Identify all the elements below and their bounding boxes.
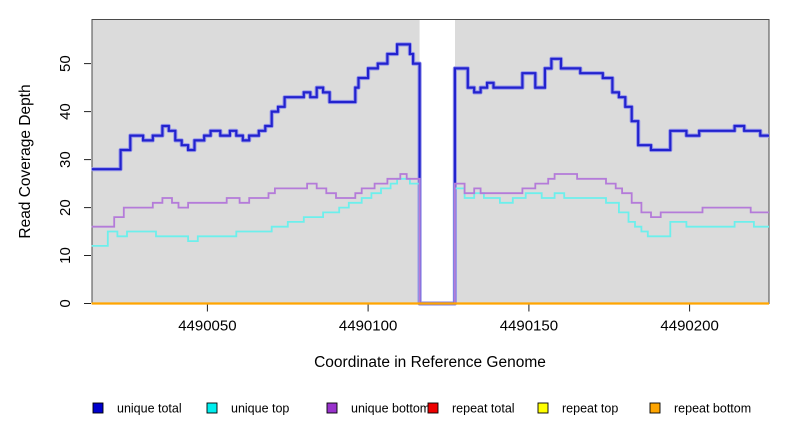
legend-swatch-unique-total [92, 402, 104, 414]
legend-label-repeat-total: repeat total [452, 402, 515, 416]
y-tick-label: 10 [57, 247, 74, 264]
y-axis-title: Read Coverage Depth [17, 84, 34, 238]
legend-swatch-repeat-bottom [649, 402, 661, 414]
y-tick-label: 0 [57, 299, 74, 307]
series-line-unique-bottom [91, 173, 769, 305]
gap-region [419, 19, 455, 304]
x-tick-label: 4490050 [178, 318, 236, 335]
legend-label-unique-top: unique top [231, 402, 289, 416]
legend-swatch-repeat-top [537, 402, 549, 414]
y-tick-label: 50 [57, 55, 74, 72]
x-tick-label: 4490200 [660, 318, 718, 335]
legend-label-unique-bottom: unique bottom [351, 402, 430, 416]
series-line-unique-total [91, 43, 769, 305]
x-tick-label: 4490100 [339, 318, 397, 335]
legend-label-repeat-top: repeat top [562, 402, 618, 416]
legend-label-repeat-bottom: repeat bottom [674, 402, 751, 416]
y-tick-label: 20 [57, 199, 74, 216]
x-axis-title: Coordinate in Reference Genome [314, 354, 546, 371]
legend-swatch-unique-bottom [326, 402, 338, 414]
x-tick-label: 4490150 [500, 318, 558, 335]
y-tick-label: 40 [57, 103, 74, 120]
y-tick-label: 30 [57, 151, 74, 168]
legend-label-unique-total: unique total [117, 402, 182, 416]
legend-swatch-unique-top [206, 402, 218, 414]
legend-swatch-repeat-total [427, 402, 439, 414]
